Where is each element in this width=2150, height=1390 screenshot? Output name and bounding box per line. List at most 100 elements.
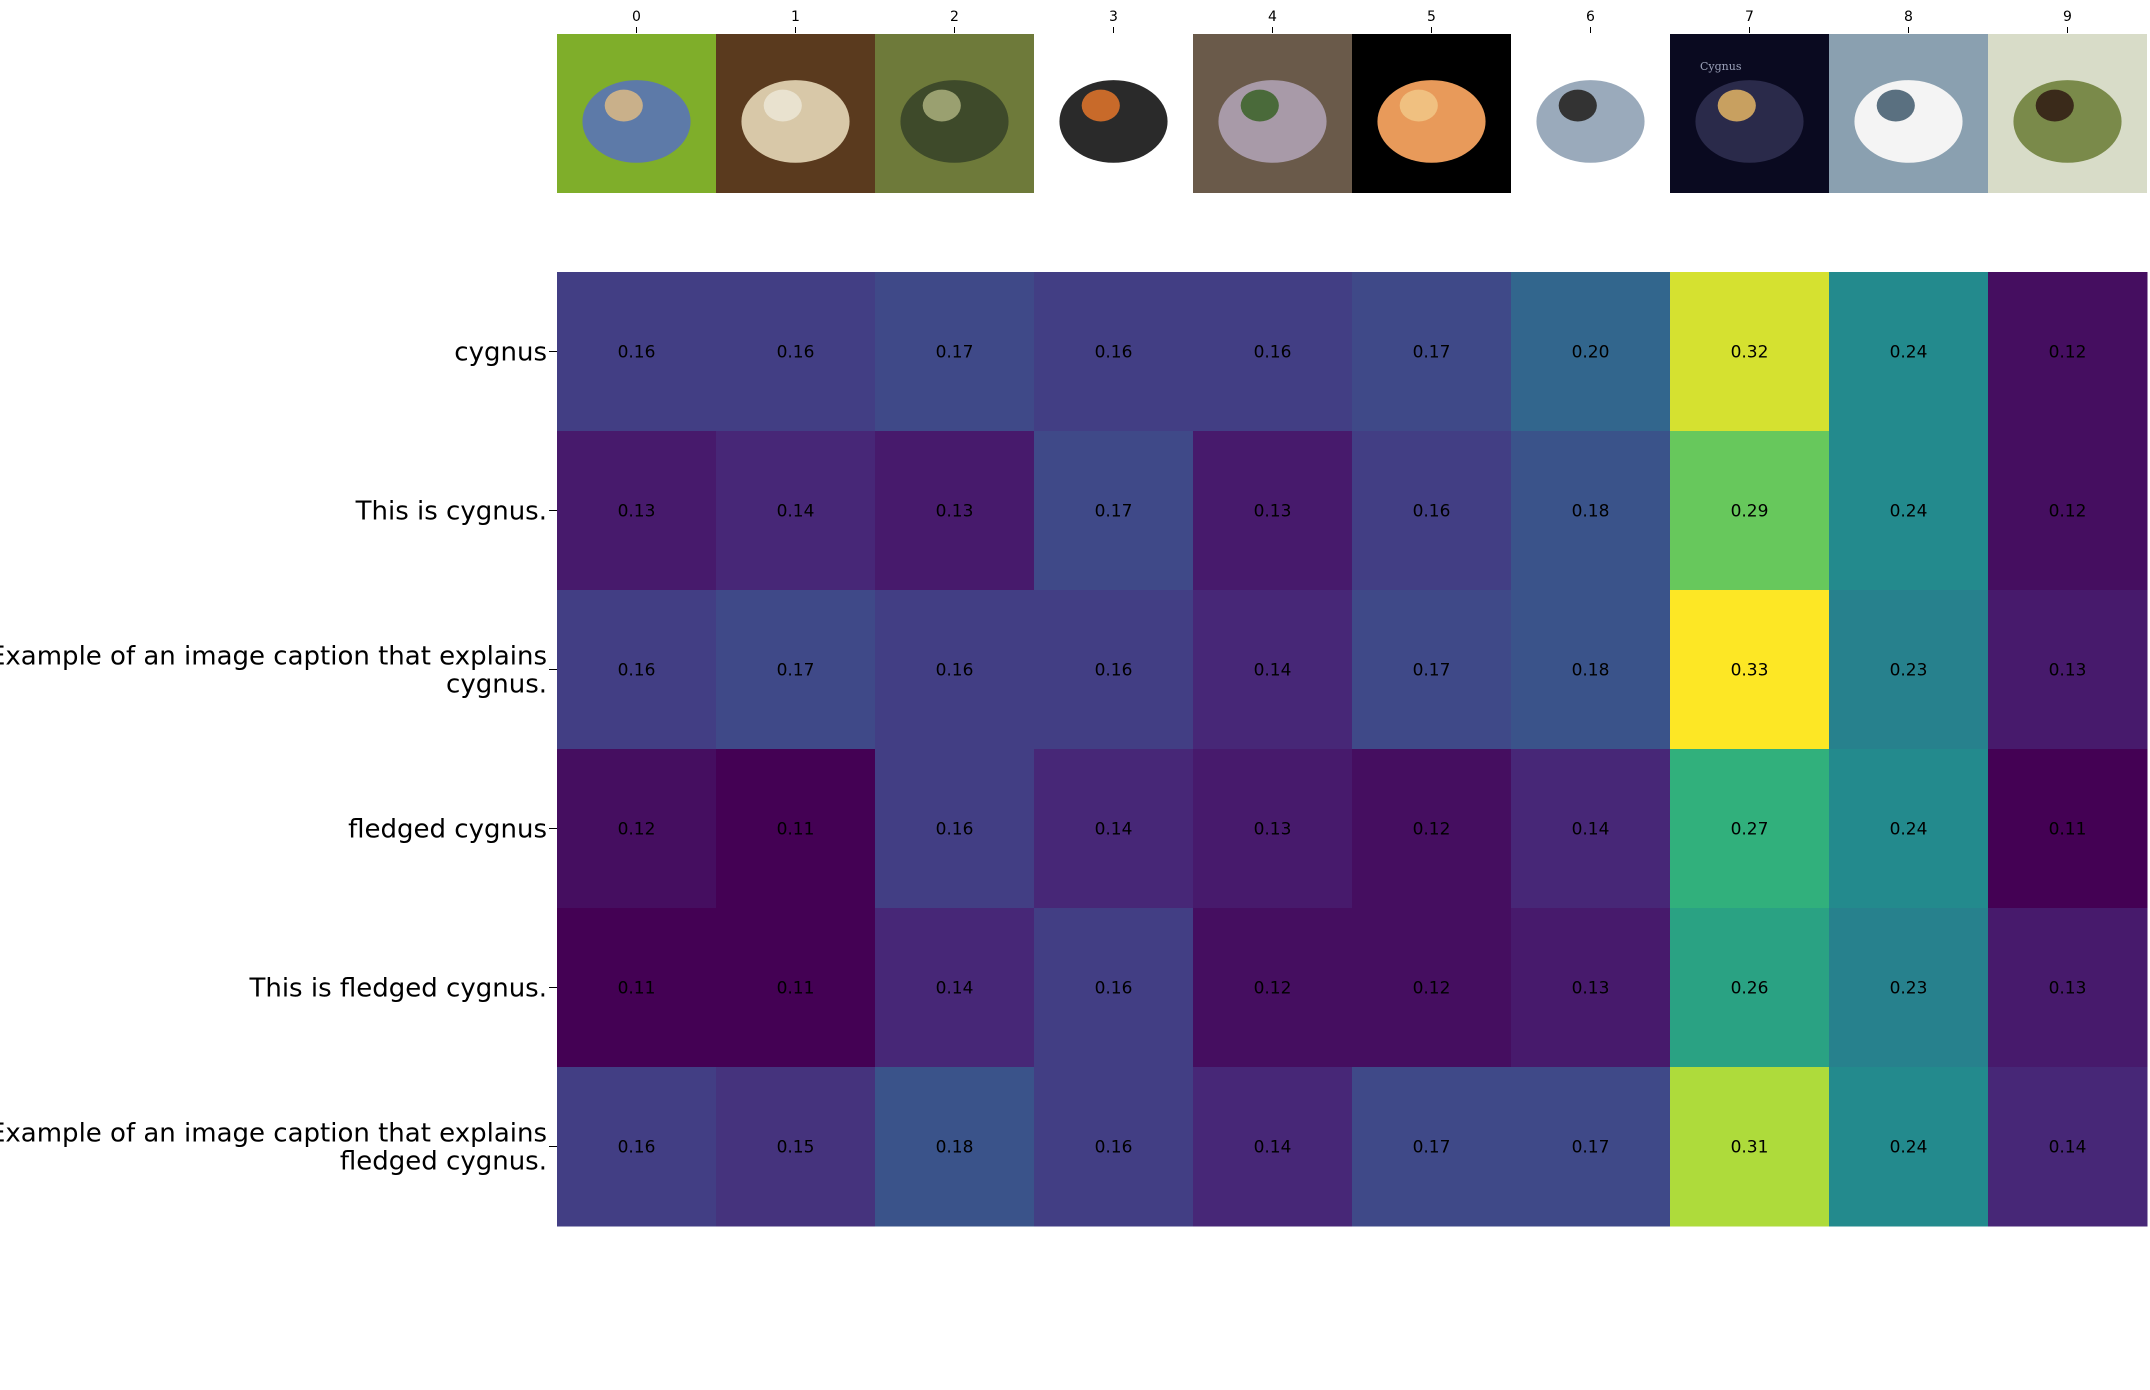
column-tick-label: 4 bbox=[1268, 9, 1277, 25]
cell-value-label: 0.24 bbox=[1890, 502, 1928, 522]
heatmap-cell bbox=[1352, 908, 1512, 1068]
heatmap-cell bbox=[716, 590, 876, 750]
heatmap-cell bbox=[875, 1067, 1035, 1227]
heatmap-cells: 0.16 0.16 0.17 0.16 0.16 0.17 0.20 0.32 0.24 0.12… bbox=[557, 272, 2148, 1227]
heatmap-cell bbox=[1034, 749, 1194, 909]
heatmap-cell bbox=[1670, 590, 1830, 750]
night-sky-cygnus-photo: Cygnus bbox=[1670, 34, 1829, 193]
column-tick-label: 1 bbox=[791, 9, 800, 25]
cell-value-label: 0.12 bbox=[1413, 979, 1451, 999]
cell-value-label: 0.17 bbox=[1413, 343, 1451, 363]
cell-value-label: 0.12 bbox=[618, 820, 656, 840]
heatmap-cell bbox=[1193, 908, 1353, 1068]
heatmap-cell bbox=[1511, 431, 1671, 591]
cell-value-label: 0.17 bbox=[936, 343, 974, 363]
heatmap-cell bbox=[1193, 431, 1353, 591]
cell-value-label: 0.16 bbox=[618, 661, 656, 681]
cell-value-label: 0.24 bbox=[1890, 343, 1928, 363]
skeleton-specimen-photo bbox=[716, 34, 875, 193]
heatmap-cell bbox=[875, 749, 1035, 909]
heatmap-cell bbox=[875, 431, 1035, 591]
cell-value-label: 0.13 bbox=[2049, 661, 2087, 681]
heatmap-cell bbox=[716, 1067, 876, 1227]
heatmap-cell bbox=[1829, 1067, 1989, 1227]
cell-value-label: 0.24 bbox=[1890, 820, 1928, 840]
cell-value-label: 0.29 bbox=[1731, 502, 1769, 522]
cell-value-label: 0.16 bbox=[936, 820, 974, 840]
heatmap-cell bbox=[1670, 749, 1830, 909]
cell-value-label: 0.27 bbox=[1731, 820, 1769, 840]
cell-value-label: 0.12 bbox=[2049, 343, 2087, 363]
cell-value-label: 0.23 bbox=[1890, 661, 1928, 681]
cell-value-label: 0.13 bbox=[1254, 502, 1292, 522]
cell-value-label: 0.12 bbox=[2049, 502, 2087, 522]
cell-value-label: 0.32 bbox=[1731, 343, 1769, 363]
heatmap-cell bbox=[1670, 272, 1830, 432]
heatmap-cell bbox=[716, 272, 876, 432]
heatmap-cell bbox=[875, 908, 1035, 1068]
column-tick-labels: 0 1 2 3 4 5 6 7 8 9 bbox=[632, 9, 2072, 33]
cell-value-label: 0.16 bbox=[1095, 1138, 1133, 1158]
cell-value-label: 0.12 bbox=[1254, 979, 1292, 999]
heatmap-cell bbox=[1352, 590, 1512, 750]
column-tick-label: 2 bbox=[950, 9, 959, 25]
image-thumbnail-strip: Cygnus bbox=[557, 34, 2147, 193]
heatmap-cell bbox=[1034, 590, 1194, 750]
heatmap-cell bbox=[1352, 749, 1512, 909]
squid-photo bbox=[1034, 34, 1193, 193]
swan-photo bbox=[1829, 34, 1988, 193]
heatmap-cell bbox=[875, 272, 1035, 432]
cell-value-label: 0.14 bbox=[1095, 820, 1133, 840]
thumbnail-caption: Cygnus bbox=[1700, 60, 1742, 73]
heatmap-cell bbox=[1988, 272, 2148, 432]
heatmap-cell bbox=[716, 431, 876, 591]
cell-value-label: 0.12 bbox=[1413, 820, 1451, 840]
cell-value-label: 0.17 bbox=[1413, 1138, 1451, 1158]
heatmap-cell bbox=[1511, 749, 1671, 909]
heatmap-cell bbox=[1034, 1067, 1194, 1227]
heatmap-cell bbox=[557, 272, 717, 432]
heatmap-cell bbox=[557, 1067, 717, 1227]
heatmap-cell bbox=[1829, 908, 1989, 1068]
heatmap-cell bbox=[1511, 272, 1671, 432]
heatmap-cell bbox=[1670, 908, 1830, 1068]
heatmap-cell bbox=[1352, 1067, 1512, 1227]
cell-value-label: 0.11 bbox=[777, 979, 815, 999]
heatmap-cell bbox=[1511, 1067, 1671, 1227]
heatmap-cell bbox=[1670, 431, 1830, 591]
heatmap-cell bbox=[1988, 590, 2148, 750]
heatmap-cell bbox=[1193, 749, 1353, 909]
heatmap-cell bbox=[1034, 908, 1194, 1068]
heatmap-cell bbox=[716, 749, 876, 909]
fish-drawing bbox=[1511, 34, 1670, 193]
column-tick-label: 6 bbox=[1586, 9, 1595, 25]
cell-value-label: 0.16 bbox=[1413, 502, 1451, 522]
cell-value-label: 0.11 bbox=[2049, 820, 2087, 840]
cell-value-label: 0.14 bbox=[2049, 1138, 2087, 1158]
bracket-fungus-photo bbox=[1193, 34, 1352, 193]
cell-value-label: 0.16 bbox=[1095, 979, 1133, 999]
cell-value-label: 0.26 bbox=[1731, 979, 1769, 999]
seahorse-photo bbox=[1352, 34, 1511, 193]
row-tick-label: cygnus bbox=[454, 338, 547, 368]
heatmap-cell bbox=[1988, 749, 2148, 909]
cell-value-label: 0.17 bbox=[1095, 502, 1133, 522]
column-tick-label: 7 bbox=[1745, 9, 1754, 25]
heatmap-cell bbox=[716, 908, 876, 1068]
heatmap-cell bbox=[557, 431, 717, 591]
cell-value-label: 0.33 bbox=[1731, 661, 1769, 681]
cell-value-label: 0.16 bbox=[618, 343, 656, 363]
heatmap-cell bbox=[557, 590, 717, 750]
heatmap-cell bbox=[557, 908, 717, 1068]
heatmap-cell bbox=[1193, 590, 1353, 750]
cell-value-label: 0.16 bbox=[618, 1138, 656, 1158]
cell-value-label: 0.14 bbox=[1254, 1138, 1292, 1158]
heatmap-cell bbox=[1670, 1067, 1830, 1227]
cell-value-label: 0.16 bbox=[1095, 343, 1133, 363]
fish-in-leaves-photo bbox=[557, 34, 716, 193]
heatmap-cell bbox=[1034, 272, 1194, 432]
row-tick-label: fledged cygnus bbox=[348, 815, 547, 845]
heatmap-cell bbox=[1352, 431, 1512, 591]
cell-value-label: 0.13 bbox=[1572, 979, 1610, 999]
heatmap-cell bbox=[1829, 272, 1989, 432]
